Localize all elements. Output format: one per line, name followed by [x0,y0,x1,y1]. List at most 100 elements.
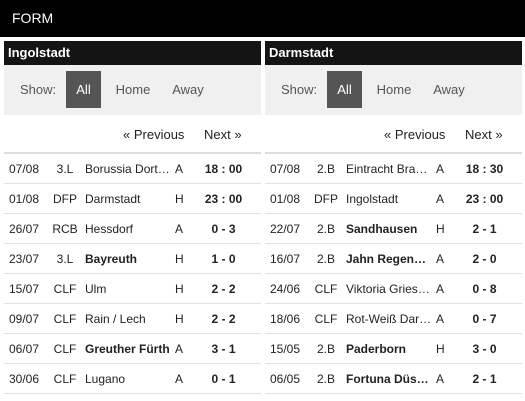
match-row[interactable]: 15/07 CLF Ulm H 2 - 2 [4,274,261,304]
match-competition: 2.B [316,252,335,266]
match-date: 24/06 [270,282,301,296]
match-opponent: Darmstadt [85,192,141,206]
filter-home-button[interactable]: Home [115,82,151,97]
match-result: 0 - 1 [211,372,236,386]
match-row[interactable]: 26/07 RCB Hessdorf A 0 - 3 [4,214,261,244]
match-date: 01/08 [9,192,40,206]
match-result: 2 - 0 [472,252,497,266]
match-row[interactable]: 30/06 CLF Lugano A 0 - 1 [4,364,261,394]
match-row[interactable]: 06/05 2.B Fortuna Düsseldorf A 2 - 1 [265,364,522,394]
match-date: 22/07 [270,222,301,236]
filter-home-button[interactable]: Home [376,82,412,97]
match-date: 15/07 [9,282,40,296]
match-opponent: Borussia Dortmund II [85,162,171,176]
match-competition: DFP [53,192,77,206]
match-result: 18 : 30 [465,162,504,176]
match-date: 06/07 [9,342,40,356]
match-venue: H [436,342,445,356]
previous-link[interactable]: « Previous [384,127,446,142]
match-venue: A [175,222,184,236]
match-date: 07/08 [270,162,301,176]
next-link[interactable]: Next » [204,127,242,142]
match-competition: 2.B [316,342,335,356]
match-venue: A [175,372,184,386]
match-date: 06/05 [270,372,301,386]
form-header-bar: FORM [0,0,525,37]
match-competition: 2.B [316,222,335,236]
match-row[interactable]: 23/07 3.L Bayreuth H 1 - 0 [4,244,261,274]
match-opponent: Rain / Lech [85,312,146,326]
match-row[interactable]: 01/08 DFP Ingolstadt A 23 : 00 [265,184,522,214]
match-venue: H [175,192,184,206]
match-row[interactable]: 22/07 2.B Sandhausen H 2 - 1 [265,214,522,244]
match-result: 23 : 00 [465,192,504,206]
match-competition: 2.B [316,162,335,176]
match-competition: CLF [314,282,338,296]
match-row[interactable]: 18/06 CLF Rot-Weiß Darmstadt A 0 - 7 [265,304,522,334]
match-row[interactable]: 09/07 CLF Rain / Lech H 2 - 2 [4,304,261,334]
match-result: 23 : 00 [204,192,243,206]
team-name: Ingolstadt [4,41,261,65]
match-venue: H [175,282,184,296]
match-venue: A [436,192,445,206]
match-result: 0 - 8 [472,282,497,296]
match-competition: CLF [314,312,338,326]
team-name: Darmstadt [265,41,522,65]
match-date: 07/08 [9,162,40,176]
filter-all-button[interactable]: All [66,71,101,108]
match-venue: H [436,222,445,236]
match-venue: A [436,282,445,296]
match-result: 18 : 00 [204,162,243,176]
match-opponent: Lugano [85,372,126,386]
match-competition: DFP [314,192,338,206]
match-result: 3 - 1 [211,342,236,356]
match-date: 18/06 [270,312,301,326]
match-result: 1 - 0 [211,252,236,266]
match-venue: H [175,312,184,326]
match-competition: 2.B [316,372,335,386]
match-date: 09/07 [9,312,40,326]
match-opponent: Viktoria Griesheim [346,282,432,296]
match-row[interactable]: 15/05 2.B Paderborn H 3 - 0 [265,334,522,364]
match-list: 07/08 3.L Borussia Dortmund II A 18 : 00 01/0… [4,153,261,394]
match-row[interactable]: 24/06 CLF Viktoria Griesheim A 0 - 8 [265,274,522,304]
match-opponent: Hessdorf [85,222,134,236]
match-row[interactable]: 07/08 2.B Eintracht Braunschweig A 18 : 30 [265,154,522,184]
pager: « Previous Next » [4,115,261,153]
match-competition: 3.L [56,162,74,176]
match-venue: A [175,342,184,356]
form-title: FORM [12,10,54,26]
show-label: Show: [281,82,318,97]
match-opponent: Rot-Weiß Darmstadt [346,312,432,326]
match-competition: RCB [52,222,78,236]
pager: « Previous Next » [265,115,522,153]
match-date: 01/08 [270,192,301,206]
next-link[interactable]: Next » [465,127,503,142]
match-venue: A [436,372,445,386]
match-result: 2 - 1 [472,222,497,236]
match-venue: A [436,252,445,266]
match-row[interactable]: 16/07 2.B Jahn Regensburg A 2 - 0 [265,244,522,274]
filter-away-button[interactable]: Away [433,82,465,97]
match-result: 0 - 7 [472,312,497,326]
match-opponent: Greuther Fürth [85,342,170,356]
match-date: 26/07 [9,222,40,236]
match-opponent: Eintracht Braunschweig [346,162,432,176]
match-competition: CLF [53,312,77,326]
filter-bar: Show: All Home Away [265,65,522,115]
match-opponent: Ingolstadt [346,192,399,206]
match-row[interactable]: 01/08 DFP Darmstadt H 23 : 00 [4,184,261,214]
filter-away-button[interactable]: Away [172,82,204,97]
match-opponent: Sandhausen [346,222,418,236]
match-result: 3 - 0 [472,342,497,356]
match-date: 15/05 [270,342,301,356]
team-panel-away: Darmstadt Show: All Home Away « Previous… [265,41,522,394]
match-row[interactable]: 06/07 CLF Greuther Fürth A 3 - 1 [4,334,261,364]
match-result: 0 - 3 [211,222,236,236]
previous-link[interactable]: « Previous [123,127,185,142]
match-result: 2 - 2 [211,312,236,326]
match-venue: A [175,162,184,176]
match-opponent: Paderborn [346,342,407,356]
filter-all-button[interactable]: All [327,71,362,108]
match-row[interactable]: 07/08 3.L Borussia Dortmund II A 18 : 00 [4,154,261,184]
